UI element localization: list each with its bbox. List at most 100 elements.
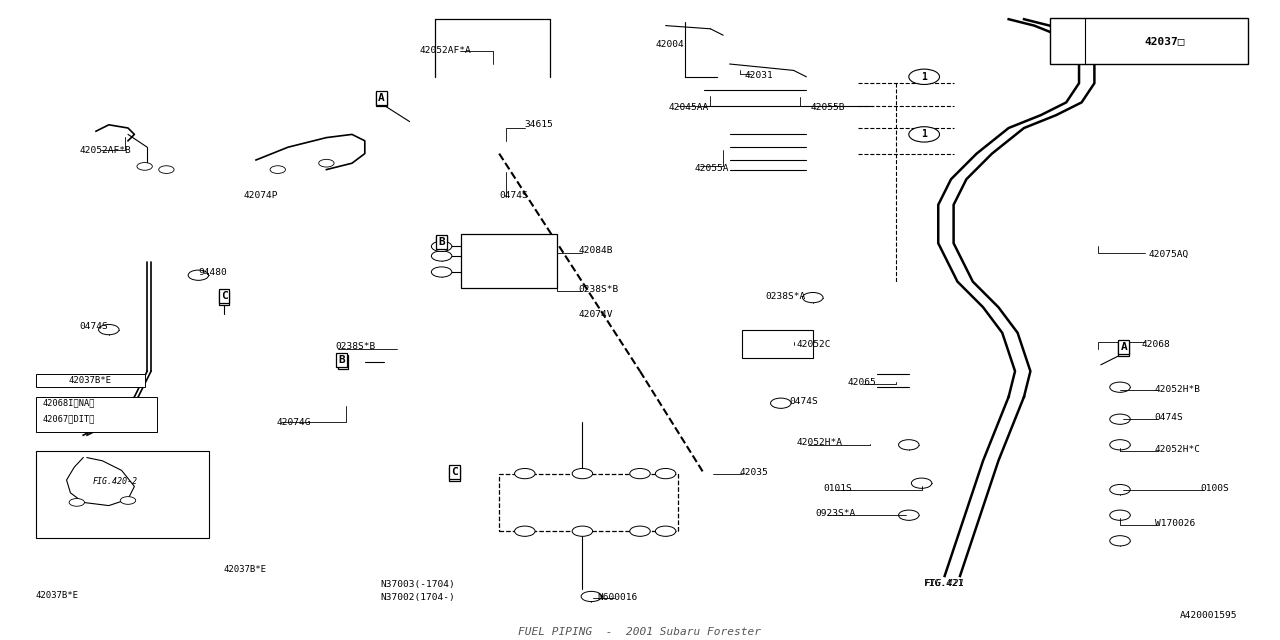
Text: A: A	[1120, 342, 1128, 352]
Bar	[36, 451, 209, 538]
Text: 42037B*E: 42037B*E	[36, 591, 79, 600]
Text: 42065: 42065	[847, 378, 876, 387]
Text: 42074P: 42074P	[243, 191, 278, 200]
Text: 42037B*E: 42037B*E	[224, 565, 268, 574]
Text: 42031: 42031	[745, 71, 773, 80]
Text: A420001595: A420001595	[1180, 611, 1238, 620]
Text: 42052C: 42052C	[796, 340, 831, 349]
Circle shape	[99, 324, 119, 335]
Text: 42037□: 42037□	[1144, 36, 1185, 46]
Text: B: B	[438, 237, 445, 247]
Text: N37002(1704-): N37002(1704-)	[380, 593, 454, 602]
Text: C: C	[220, 292, 228, 303]
Bar	[36, 397, 157, 432]
Text: FIG.421: FIG.421	[924, 579, 964, 588]
Circle shape	[431, 241, 452, 252]
Circle shape	[1110, 440, 1130, 450]
Text: 42068: 42068	[1142, 340, 1170, 349]
Circle shape	[899, 510, 919, 520]
Text: 0238S*B: 0238S*B	[335, 342, 375, 351]
Circle shape	[69, 499, 84, 506]
Text: N600016: N600016	[598, 593, 637, 602]
Text: 42052H*A: 42052H*A	[796, 438, 842, 447]
Circle shape	[572, 526, 593, 536]
Text: A: A	[378, 93, 385, 103]
Circle shape	[630, 468, 650, 479]
Bar	[742, 330, 813, 358]
Text: 42068I〈NA〉: 42068I〈NA〉	[42, 399, 95, 408]
Bar	[499, 474, 678, 531]
Text: 42052AF*A: 42052AF*A	[420, 46, 471, 55]
Circle shape	[515, 468, 535, 479]
Text: 42037B*E: 42037B*E	[68, 376, 111, 385]
Text: C: C	[451, 468, 458, 479]
Circle shape	[803, 292, 823, 303]
Text: FIG.420-2: FIG.420-2	[92, 477, 138, 486]
Text: 42045AA: 42045AA	[668, 103, 708, 112]
Text: 0100S: 0100S	[1201, 484, 1229, 493]
Circle shape	[581, 591, 602, 602]
Circle shape	[1052, 33, 1083, 49]
Text: 42074G: 42074G	[276, 418, 311, 427]
Text: 42052AF*B: 42052AF*B	[79, 146, 131, 155]
Text: 0923S*A: 0923S*A	[815, 509, 855, 518]
Circle shape	[630, 526, 650, 536]
Circle shape	[120, 497, 136, 504]
Circle shape	[1110, 414, 1130, 424]
Text: 42055A: 42055A	[695, 164, 730, 173]
Text: 0474S: 0474S	[79, 322, 108, 331]
Text: FIG.421: FIG.421	[924, 579, 964, 588]
Text: 1: 1	[1065, 36, 1070, 46]
Text: A: A	[1120, 344, 1128, 354]
Circle shape	[1110, 382, 1130, 392]
Circle shape	[655, 526, 676, 536]
Text: 0474S: 0474S	[790, 397, 818, 406]
Bar	[1050, 18, 1248, 64]
Bar	[36, 374, 145, 387]
Circle shape	[515, 526, 535, 536]
Circle shape	[188, 270, 209, 280]
Text: 42055B: 42055B	[810, 103, 845, 112]
Text: 42004: 42004	[655, 40, 684, 49]
Text: B: B	[339, 356, 347, 367]
Text: B: B	[338, 355, 346, 365]
Text: 0238S*A: 0238S*A	[765, 292, 805, 301]
Text: A: A	[378, 94, 385, 104]
Circle shape	[319, 159, 334, 167]
Circle shape	[431, 251, 452, 261]
Text: 42052H*B: 42052H*B	[1155, 385, 1201, 394]
Circle shape	[1110, 510, 1130, 520]
Text: 0101S: 0101S	[823, 484, 851, 493]
Circle shape	[771, 398, 791, 408]
Text: 34615: 34615	[525, 120, 553, 129]
Text: N37003(-1704): N37003(-1704)	[380, 580, 454, 589]
Text: 94480: 94480	[198, 268, 227, 276]
Text: 42035: 42035	[740, 468, 768, 477]
Text: 0238S*B: 0238S*B	[579, 285, 618, 294]
Circle shape	[909, 127, 940, 142]
Bar	[461, 234, 557, 288]
Text: 42074V: 42074V	[579, 310, 613, 319]
Circle shape	[137, 163, 152, 170]
Text: FUEL PIPING  -  2001 Subaru Forester: FUEL PIPING - 2001 Subaru Forester	[518, 627, 762, 637]
Text: 1: 1	[922, 129, 927, 140]
Circle shape	[1110, 536, 1130, 546]
Text: 1: 1	[922, 72, 927, 82]
Text: W170026: W170026	[1155, 519, 1194, 528]
Circle shape	[431, 267, 452, 277]
Text: 42084B: 42084B	[579, 246, 613, 255]
Circle shape	[899, 440, 919, 450]
Circle shape	[572, 468, 593, 479]
Text: 0474S: 0474S	[499, 191, 527, 200]
Text: 42075AQ: 42075AQ	[1148, 250, 1188, 259]
Circle shape	[1110, 484, 1130, 495]
Circle shape	[270, 166, 285, 173]
Circle shape	[655, 468, 676, 479]
Text: C: C	[220, 291, 228, 301]
Circle shape	[911, 478, 932, 488]
Text: C: C	[451, 467, 458, 477]
Text: 0474S: 0474S	[1155, 413, 1183, 422]
Text: 42067〈DIT〉: 42067〈DIT〉	[42, 415, 95, 424]
Circle shape	[909, 69, 940, 84]
Circle shape	[159, 166, 174, 173]
